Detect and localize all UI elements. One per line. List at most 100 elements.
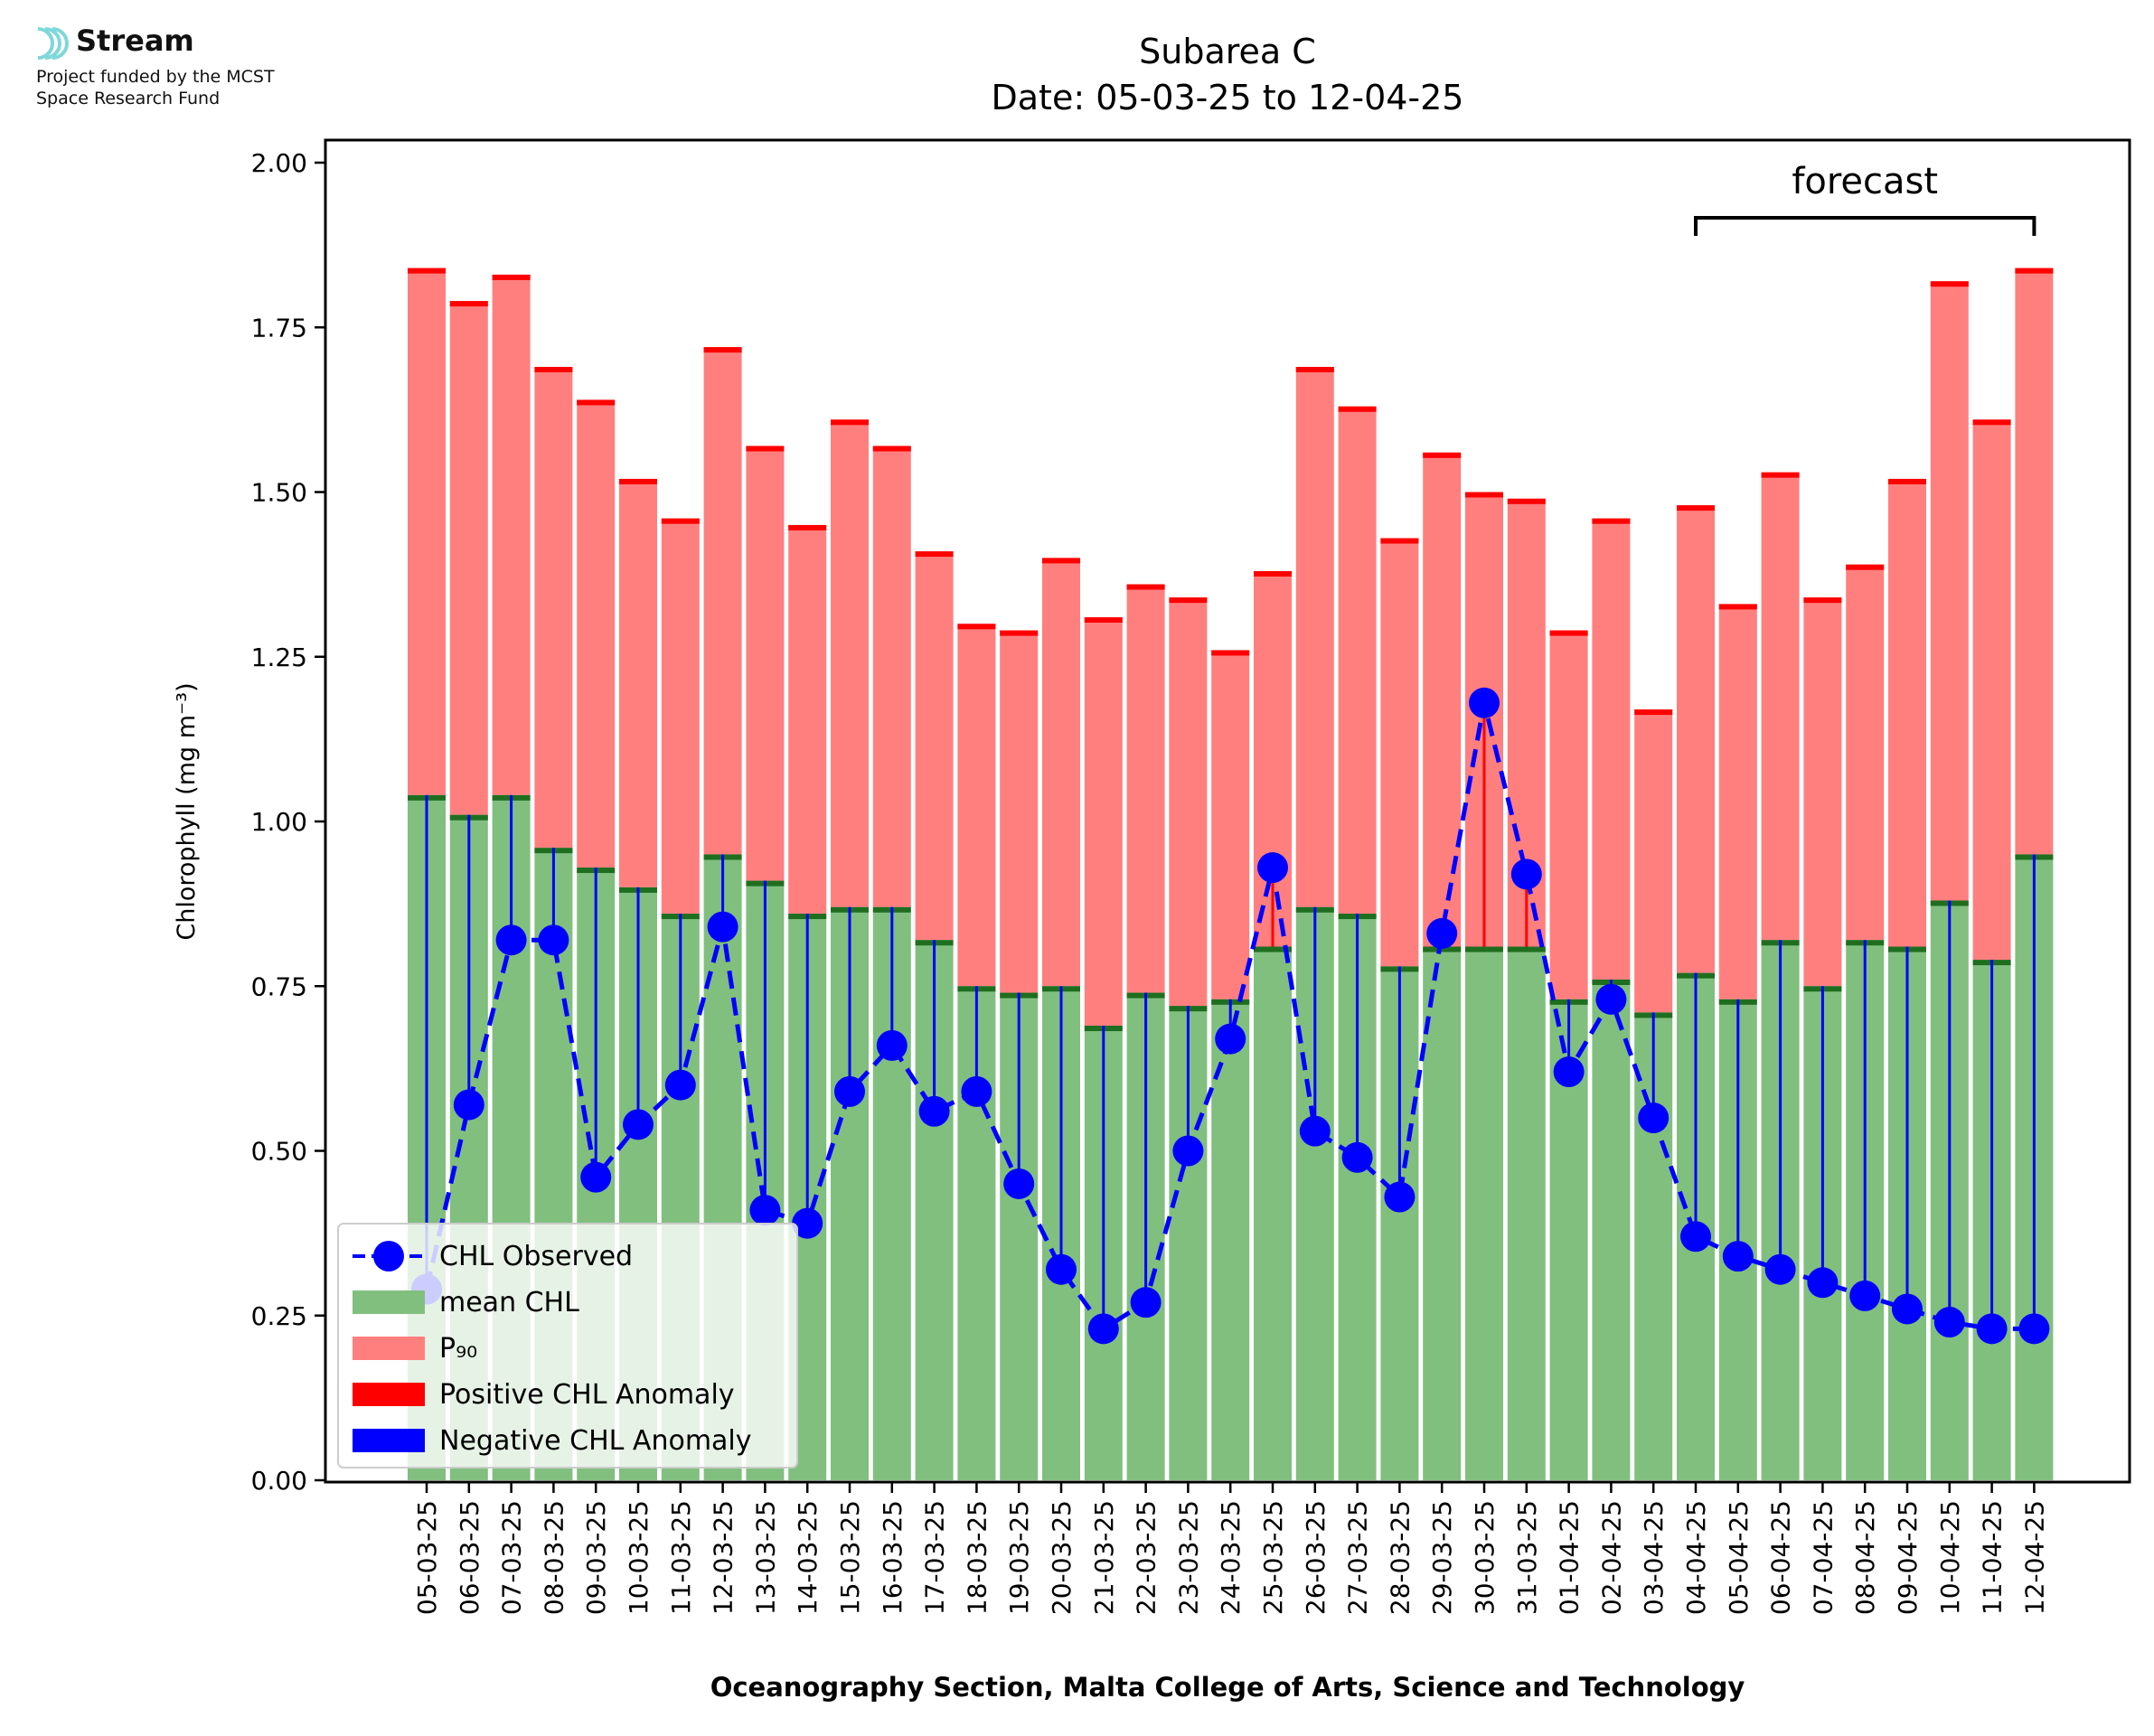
legend-swatch-positive-anomaly: [353, 1383, 425, 1406]
observed-point: [961, 1075, 992, 1107]
observed-point: [1680, 1221, 1711, 1253]
logo-funding-line-2: Space Research Fund: [36, 89, 221, 108]
mean-bar-cap: [1254, 946, 1292, 952]
x-tick-label: 23-03-25: [1173, 1500, 1203, 1615]
observed-point: [1933, 1307, 1965, 1338]
y-tick-label: 0.50: [251, 1137, 307, 1167]
legend-label-p90: P₉₀: [439, 1333, 477, 1365]
x-tick-label: 29-03-25: [1427, 1500, 1457, 1615]
p90-bar: [1169, 597, 1208, 1007]
observed-point: [1469, 687, 1500, 718]
p90-bar-cap: [1169, 597, 1208, 604]
legend-label-mean: mean CHL: [439, 1287, 579, 1318]
observed-point: [1638, 1103, 1670, 1134]
x-tick-label: 20-03-25: [1047, 1500, 1077, 1615]
p90-bar: [1042, 558, 1080, 987]
forecast-label: forecast: [1792, 161, 1938, 202]
y-tick-label: 0.00: [251, 1466, 307, 1496]
observed-point: [1384, 1181, 1416, 1213]
observed-point: [1172, 1135, 1204, 1167]
p90-bar: [577, 399, 616, 868]
observed-point: [538, 924, 569, 956]
p90-bar-cap: [1211, 650, 1250, 656]
y-tick-label: 1.50: [251, 478, 307, 508]
legend-label-observed: CHL Observed: [439, 1241, 633, 1272]
legend-swatch-mean: [353, 1290, 425, 1314]
x-tick-label: 22-03-25: [1132, 1500, 1162, 1615]
observed-point: [1257, 852, 1288, 884]
p90-bar: [788, 524, 827, 915]
p90-bar: [1126, 584, 1165, 993]
observed-point: [1087, 1313, 1119, 1345]
p90-bar: [872, 446, 911, 907]
p90-bar: [1211, 650, 1250, 999]
mean-bar: [1423, 946, 1462, 1480]
x-tick-label: 06-03-25: [455, 1500, 484, 1615]
p90-bar: [1295, 366, 1334, 907]
p90-bar: [408, 267, 446, 795]
x-tick-label: 13-03-25: [750, 1500, 780, 1615]
p90-bar-cap: [619, 478, 657, 484]
observed-point: [623, 1109, 654, 1140]
plot-frame: [324, 138, 2131, 1484]
p90-bar: [449, 301, 488, 815]
p90-bar: [1761, 472, 1800, 941]
p90-bar-cap: [1254, 570, 1292, 577]
observed-point: [1003, 1168, 1035, 1199]
observed-point: [580, 1161, 612, 1193]
x-tick-label: 27-03-25: [1343, 1500, 1373, 1615]
legend-box: [337, 1223, 798, 1469]
p90-bar-cap: [1677, 505, 1715, 511]
x-tick-label: 11-04-25: [1978, 1500, 2008, 1615]
p90-bar-cap: [492, 274, 531, 280]
p90-bar-cap: [1126, 584, 1165, 590]
x-tick-label: 28-03-25: [1385, 1500, 1415, 1615]
p90-bar-cap: [1634, 709, 1673, 716]
p90-bar: [831, 419, 869, 907]
p90-bar: [1084, 617, 1123, 1026]
p90-bar: [1592, 518, 1631, 980]
p90-bar-cap: [1888, 478, 1926, 484]
p90-bar: [1803, 597, 1842, 987]
y-tick-label: 2.00: [251, 148, 307, 178]
mean-bar: [1507, 946, 1546, 1480]
p90-bar: [534, 366, 573, 849]
p90-bar-cap: [1465, 492, 1503, 498]
y-axis: 0.00 0.25 0.50 0.75 1.00 1.25 1.50 1.75 2.00: [251, 148, 325, 1496]
forecast-bracket: [1694, 216, 2036, 236]
x-tick-label: 10-04-25: [1935, 1500, 1965, 1615]
observed-point: [792, 1207, 823, 1239]
p90-bar: [1846, 564, 1885, 941]
observed-point: [1426, 917, 1458, 949]
x-tick-label: 12-03-25: [709, 1500, 738, 1615]
p90-bar: [746, 446, 785, 881]
x-tick-label: 09-03-25: [581, 1500, 611, 1615]
observed-point: [749, 1195, 781, 1226]
p90-bar-cap: [1972, 419, 2011, 426]
observed-point: [1807, 1267, 1839, 1299]
observed-point: [1722, 1241, 1754, 1272]
p90-bar-cap: [746, 446, 785, 452]
observed-point: [1764, 1253, 1796, 1285]
x-tick-label: 05-03-25: [412, 1500, 442, 1615]
p90-bar-cap: [1338, 406, 1377, 412]
p90-bar-cap: [661, 518, 700, 524]
p90-bar-cap: [1718, 604, 1757, 610]
p90-bar-cap: [703, 347, 742, 353]
observed-point: [834, 1075, 865, 1107]
p90-bar-cap: [1930, 281, 1969, 287]
mean-bar: [1592, 979, 1631, 1480]
chart-title: Subarea C: [1139, 32, 1316, 71]
p90-bars: [408, 267, 2054, 1026]
observed-point: [664, 1069, 696, 1101]
p90-bar-cap: [915, 551, 954, 558]
p90-bar: [1888, 478, 1926, 947]
p90-bar-cap: [1549, 630, 1588, 636]
p90-bar: [661, 518, 700, 915]
p90-bar: [2015, 267, 2054, 855]
mean-bar-cap: [1423, 946, 1462, 952]
legend-swatch-p90: [353, 1337, 425, 1360]
observed-point: [1976, 1313, 2008, 1345]
observed-point: [707, 911, 738, 943]
p90-bar-cap: [1592, 518, 1631, 524]
